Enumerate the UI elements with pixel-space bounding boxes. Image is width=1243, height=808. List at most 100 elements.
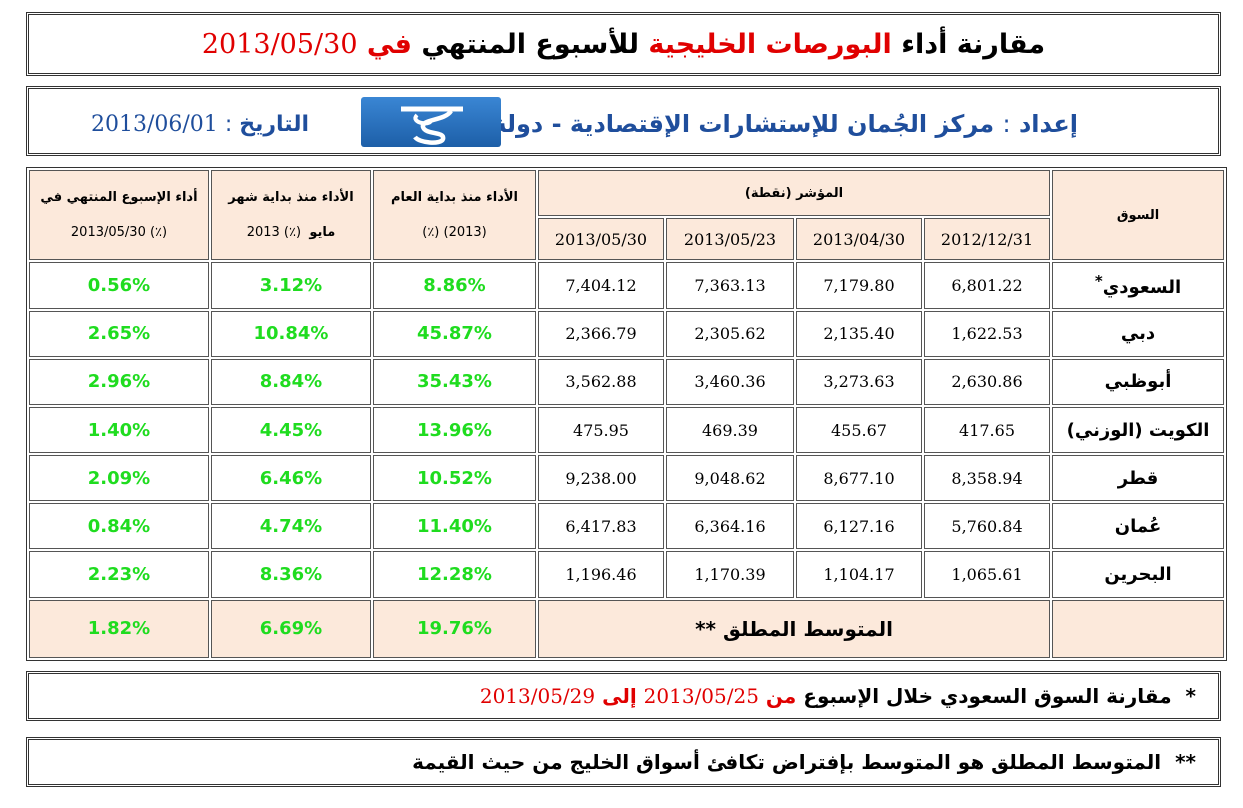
index-2013-04-30-cell: 455.67 [796, 406, 922, 454]
index-2013-04-30-cell: 8,677.10 [796, 455, 922, 502]
index-2012-12-31-cell: 1,622.53 [924, 310, 1051, 357]
report-date-label: التاريخ [239, 111, 310, 137]
mtd-cell: 8.36% [211, 551, 371, 598]
index-2013-05-30-cell: 2,366.79 [538, 310, 664, 357]
index-2013-04-30-cell: 7,179.80 [796, 262, 922, 309]
index-2012-12-31-cell: 5,760.84 [924, 503, 1051, 550]
table-row: 2.23% 8.36% 12.28% 1,196.46 1,170.39 1,104.17… [29, 551, 1225, 598]
week-cell: 2.96% [29, 358, 209, 405]
market-name-cell: البحرين [1052, 551, 1225, 598]
col-mtd-title: الأداء منذ بداية شهر [228, 190, 354, 206]
week-cell: 2.23% [29, 551, 209, 598]
note-average-box: ** المتوسط المطلق هو المتوسط بإفتراض تكا… [26, 737, 1221, 787]
prepared-by: إعداد : مركز الجُمان للإستشارات الإقتصاد… [403, 101, 1078, 147]
header-row-1: أداء الإسبوع المنتهي في 2013/05/30 (٪) ا… [29, 170, 1225, 261]
report-date-value: 2013/06/01 [91, 111, 218, 137]
index-2013-05-30-cell: 9,238.00 [538, 455, 664, 502]
index-2013-05-23-cell: 6,364.16 [666, 503, 794, 550]
avg-mtd: 6.69% [211, 599, 371, 658]
prepared-colon: : [1002, 110, 1011, 138]
index-2013-04-30-cell: 6,127.16 [796, 503, 922, 550]
index-2013-05-23-cell: 469.39 [666, 406, 794, 454]
note2-text: المتوسط المطلق هو المتوسط بإفتراض تكافئ … [412, 750, 1162, 774]
index-2012-12-31-cell: 8,358.94 [924, 455, 1051, 502]
mtd-cell: 4.74% [211, 503, 371, 550]
index-2012-12-31-cell: 1,065.61 [924, 551, 1051, 598]
col-week-header: أداء الإسبوع المنتهي في 2013/05/30 (٪) [29, 170, 209, 261]
col-mtd-month: مايو [309, 225, 336, 241]
index-2013-05-23-cell: 1,170.39 [666, 551, 794, 598]
mtd-cell: 10.84% [211, 310, 371, 357]
table-row: 2.09% 6.46% 10.52% 9,238.00 9,048.62 8,677.10… [29, 455, 1225, 502]
ytd-cell: 45.87% [373, 310, 536, 357]
note-saudi-box: * مقارنة السوق السعودي خلال الإسبوع من 2… [26, 671, 1221, 721]
index-2012-12-31-cell: 6,801.22 [924, 262, 1051, 309]
week-cell: 1.40% [29, 406, 209, 454]
col-mtd-rest: 2013 (٪) [246, 225, 302, 241]
ytd-cell: 13.96% [373, 406, 536, 454]
col-week-title: أداء الإسبوع المنتهي في [40, 190, 198, 206]
mtd-cell: 3.12% [211, 262, 371, 309]
note1-date1: 2013/05/25 [643, 684, 759, 708]
index-2013-04-30-cell: 2,135.40 [796, 310, 922, 357]
col-week-sub: 2013/05/30 (٪) [70, 225, 168, 241]
ytd-cell: 10.52% [373, 455, 536, 502]
jumann-logo-icon [361, 97, 501, 147]
market-name: البحرين [1104, 564, 1172, 586]
title-box: مقارنة أداء البورصات الخليجية للأسبوع ال… [26, 12, 1221, 76]
table-row: 2.65% 10.84% 45.87% 2,366.79 2,305.62 2,135.4… [29, 310, 1225, 357]
week-cell: 0.84% [29, 503, 209, 550]
index-2013-04-30-cell: 3,273.63 [796, 358, 922, 405]
mtd-cell: 4.45% [211, 406, 371, 454]
market-name: دبي [1120, 323, 1156, 345]
note2-mark: ** [1175, 750, 1196, 774]
col-market-header: السوق [1052, 170, 1225, 261]
col-mtd-header: الأداء منذ بداية شهر مايو 2013 (٪) [211, 170, 371, 261]
avg-label-cell: المتوسط المطلق ** [538, 599, 1051, 658]
avg-empty-cell [1052, 599, 1225, 658]
note-average: ** المتوسط المطلق هو المتوسط بإفتراض تكا… [412, 740, 1196, 784]
mtd-cell: 6.46% [211, 455, 371, 502]
avg-mark: ** [695, 616, 716, 641]
col-date-2: 2013/04/30 [796, 218, 922, 261]
report-date: 2013/06/01 : التاريخ [91, 101, 309, 147]
index-2013-05-23-cell: 9,048.62 [666, 455, 794, 502]
market-name: الكويت (الوزني) [1066, 419, 1210, 441]
col-ytd-title: الأداء منذ بداية العام [390, 190, 519, 206]
mtd-cell: 8.84% [211, 358, 371, 405]
note-saudi: * مقارنة السوق السعودي خلال الإسبوع من 2… [480, 674, 1196, 718]
index-2013-05-23-cell: 7,363.13 [666, 262, 794, 309]
market-name-cell: عُمان [1052, 503, 1225, 550]
note1-mark: * [1185, 684, 1196, 708]
avg-label: المتوسط المطلق [722, 616, 893, 641]
market-name-cell: قطر [1052, 455, 1225, 502]
market-name-cell: دبي [1052, 310, 1225, 357]
note1-from: من [765, 684, 797, 708]
note1-to: إلى [602, 684, 637, 708]
note1-text: مقارنة السوق السعودي خلال الإسبوع [803, 684, 1172, 708]
index-2013-04-30-cell: 1,104.17 [796, 551, 922, 598]
week-cell: 0.56% [29, 262, 209, 309]
title-part4: في [366, 28, 412, 60]
index-2013-05-23-cell: 3,460.36 [666, 358, 794, 405]
market-name: السعودي [1102, 277, 1182, 299]
col-ytd-header: الأداء منذ بداية العام (٪) (2013) [373, 170, 536, 261]
title-part3: للأسبوع المنتهي [421, 28, 639, 60]
info-box: إعداد : مركز الجُمان للإستشارات الإقتصاد… [26, 86, 1221, 156]
col-date-3: 2013/05/23 [666, 218, 794, 261]
index-2013-05-30-cell: 3,562.88 [538, 358, 664, 405]
col-mtd-sub: مايو 2013 (٪) [212, 225, 370, 240]
ytd-cell: 11.40% [373, 503, 536, 550]
report-date-colon: : [224, 111, 233, 137]
index-2013-05-30-cell: 6,417.83 [538, 503, 664, 550]
col-date-4: 2013/05/30 [538, 218, 664, 261]
page-title: مقارنة أداء البورصات الخليجية للأسبوع ال… [29, 15, 1218, 73]
market-name-cell: الكويت (الوزني) [1052, 406, 1225, 454]
week-cell: 2.09% [29, 455, 209, 502]
market-name: عُمان [1114, 515, 1162, 537]
col-ytd-sub: (٪) (2013) [422, 225, 487, 241]
ytd-cell: 8.86% [373, 262, 536, 309]
col-date-1: 2012/12/31 [924, 218, 1051, 261]
table-row: 2.96% 8.84% 35.43% 3,562.88 3,460.36 3,273.63… [29, 358, 1225, 405]
market-name: قطر [1117, 467, 1159, 489]
